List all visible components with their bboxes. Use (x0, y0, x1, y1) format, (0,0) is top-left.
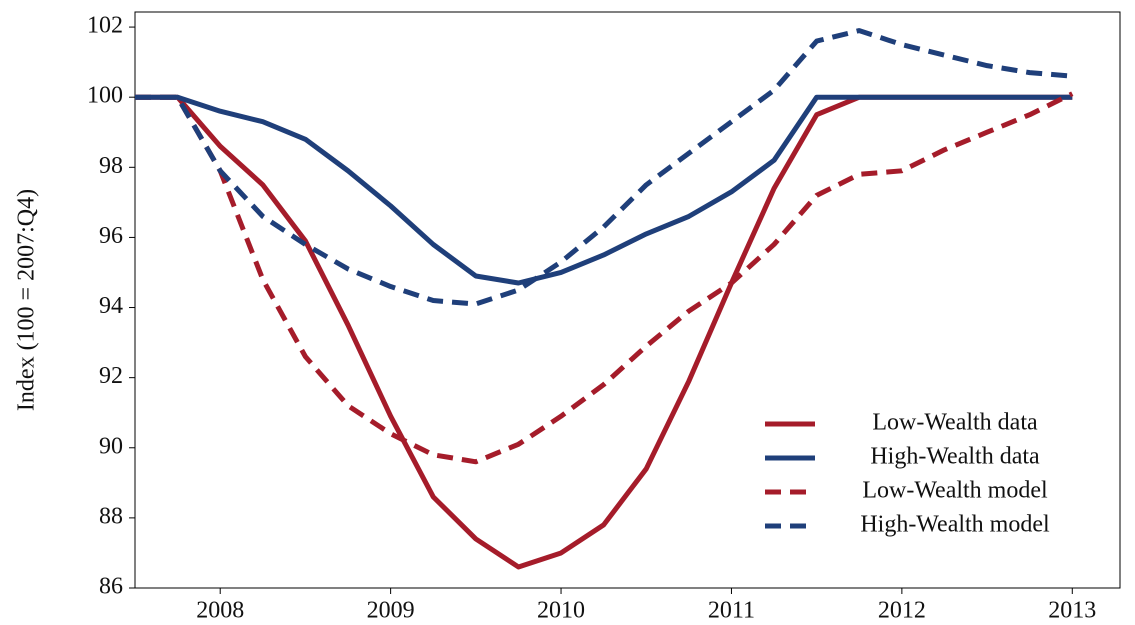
series-line (135, 91, 1074, 465)
x-tick-label: 2012 (878, 598, 926, 624)
y-tick-label: 100 (87, 83, 123, 109)
x-tick-label: 2011 (708, 598, 755, 624)
y-tick-label: 96 (99, 223, 123, 249)
plot-frame (134, 11, 1121, 589)
y-tick-label: 92 (99, 363, 123, 389)
series-line (135, 94, 1073, 286)
y-axis-label: Index (100 = 2007:Q4) (14, 189, 40, 411)
y-tick-label: 94 (99, 293, 123, 319)
x-tick-label: 2010 (537, 598, 585, 624)
legend-label: Low-Wealth model (862, 478, 1048, 504)
legend-label: High-Wealth data (870, 444, 1040, 470)
y-tick-label: 98 (99, 153, 123, 179)
series-line (135, 28, 1073, 307)
legend-label: Low-Wealth data (872, 410, 1038, 436)
y-tick-label: 88 (99, 503, 123, 529)
legend-label: High-Wealth model (860, 512, 1050, 538)
x-tick-label: 2013 (1048, 598, 1096, 624)
y-tick-label: 90 (99, 433, 123, 459)
y-tick-label: 86 (99, 574, 123, 600)
x-tick-label: 2009 (367, 598, 415, 624)
x-tick-label: 2008 (196, 598, 244, 624)
y-tick-label: 102 (87, 13, 123, 39)
